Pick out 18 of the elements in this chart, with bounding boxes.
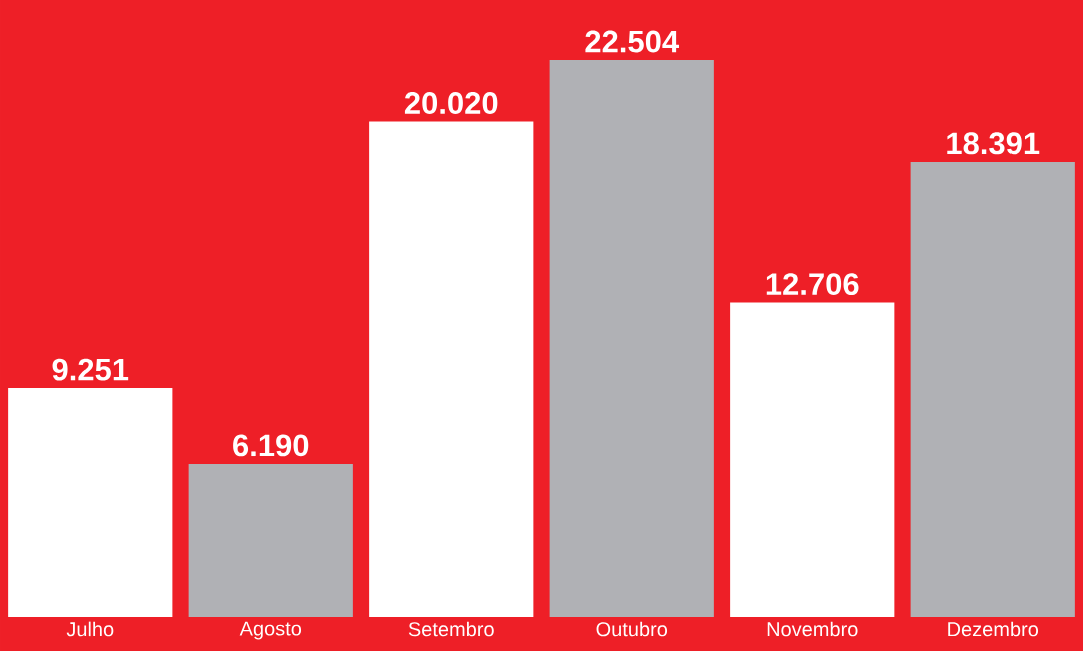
data-label: 9.251 bbox=[52, 358, 129, 381]
x-tick-label: Setembro bbox=[408, 621, 494, 637]
bar bbox=[730, 302, 895, 618]
bar bbox=[910, 161, 1075, 618]
x-tick-label: Novembro bbox=[767, 621, 858, 637]
data-label: 18.391 bbox=[947, 132, 1040, 155]
bar bbox=[8, 388, 173, 618]
data-label: 6.190 bbox=[233, 434, 309, 457]
x-tick-label: Dezembro bbox=[948, 621, 1039, 637]
bar bbox=[369, 121, 534, 618]
data-label: 20.020 bbox=[404, 92, 498, 114]
data-label: 12.706 bbox=[766, 273, 859, 296]
x-tick-label: Outubro bbox=[596, 621, 668, 637]
data-label: 22.504 bbox=[585, 30, 679, 53]
x-tick-label: Julho bbox=[66, 621, 114, 637]
bar bbox=[188, 463, 353, 618]
x-tick-label: Agosto bbox=[239, 621, 302, 640]
bar bbox=[549, 60, 714, 618]
